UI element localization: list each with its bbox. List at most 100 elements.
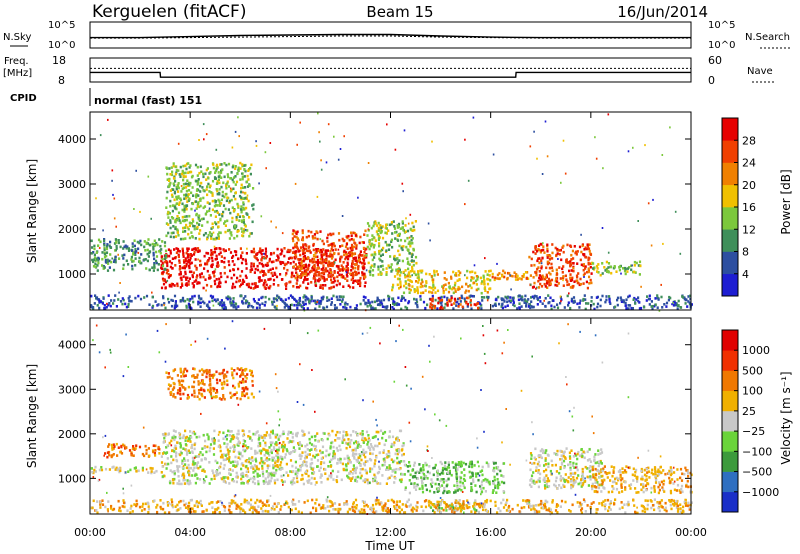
power-cell	[513, 304, 516, 308]
power-cell	[217, 237, 220, 240]
velocity-cell	[359, 454, 362, 458]
velocity-cell	[279, 456, 282, 460]
velocity-cell	[194, 376, 197, 379]
velocity-cell	[369, 443, 373, 446]
power-cell	[628, 304, 632, 307]
power-cell	[450, 303, 453, 306]
power-speck	[194, 209, 196, 212]
power-cell	[199, 199, 202, 202]
power-cell	[540, 249, 543, 252]
power-cell	[568, 269, 571, 273]
velocity-cell	[285, 471, 288, 474]
velocity-cell	[237, 429, 240, 433]
velocity-cell	[339, 448, 342, 452]
velocity-cell	[254, 433, 257, 436]
power-speck	[312, 244, 315, 247]
power-cell	[314, 299, 317, 303]
velocity-cell	[326, 437, 329, 441]
power-cell	[227, 162, 231, 166]
power-cell	[491, 272, 494, 276]
velocity-cell	[374, 435, 377, 438]
velocity-cell	[207, 435, 210, 439]
power-cell	[285, 287, 288, 290]
power-cell	[228, 263, 231, 267]
power-cell	[188, 266, 191, 270]
power-cell	[395, 303, 399, 307]
power-cell	[416, 291, 420, 295]
y-tick-label: 4000	[58, 133, 86, 146]
velocity-cell	[348, 472, 351, 475]
power-cell	[603, 266, 606, 269]
velocity-cell	[246, 481, 250, 485]
power-cell	[370, 242, 373, 246]
power-cell	[466, 276, 469, 280]
velocity-cell	[351, 472, 354, 475]
power-cell	[369, 244, 372, 248]
power-cell	[463, 297, 466, 301]
velocity-cell	[158, 452, 161, 455]
velocity-cell	[274, 436, 277, 439]
velocity-cell	[189, 430, 192, 433]
power-cell	[393, 254, 396, 258]
power-speck	[620, 272, 622, 275]
velocity-cell	[210, 396, 214, 400]
velocity-cell	[229, 446, 232, 450]
power-cell	[522, 273, 525, 276]
velocity-cell	[187, 385, 190, 389]
power-cell	[647, 297, 650, 301]
power-cell	[369, 266, 372, 269]
velocity-cell	[201, 382, 204, 385]
power-speck	[669, 126, 671, 129]
velocity-cell	[300, 464, 303, 467]
velocity-cell	[347, 443, 350, 446]
power-speck	[255, 144, 258, 147]
power-cell	[317, 271, 320, 274]
power-cell	[533, 281, 536, 285]
power-cell	[220, 169, 223, 173]
power-cell	[264, 256, 268, 260]
velocity-cell	[252, 476, 255, 480]
power-cell	[379, 224, 382, 227]
velocity-cell	[363, 463, 366, 467]
power-cell	[185, 215, 188, 218]
power-cell	[125, 247, 128, 250]
power-cell	[376, 296, 379, 300]
power-cell	[444, 302, 447, 306]
power-cell	[482, 274, 485, 278]
power-speck	[294, 182, 297, 185]
power-cell	[412, 225, 415, 229]
power-cell	[184, 257, 187, 260]
velocity-cell	[174, 445, 177, 448]
velocity-cell	[276, 451, 279, 454]
power-cell	[229, 177, 232, 180]
power-cell	[219, 281, 222, 285]
power-cell	[589, 262, 592, 265]
power-cell	[393, 227, 397, 230]
power-cell	[218, 204, 222, 207]
power-cell	[208, 257, 211, 260]
velocity-cell	[179, 445, 182, 449]
power-cell	[237, 267, 240, 271]
power-cell	[214, 171, 217, 174]
velocity-cell	[271, 441, 274, 444]
power-cell	[512, 299, 515, 302]
velocity-cell	[193, 443, 196, 447]
velocity-cell	[255, 459, 258, 463]
power-cell	[580, 250, 583, 254]
power-cell	[409, 242, 412, 245]
power-cell	[146, 248, 149, 252]
power-cell	[279, 253, 282, 256]
power-cell	[206, 167, 209, 170]
velocity-cell	[355, 480, 359, 483]
power-cell	[213, 279, 216, 283]
power-cell	[380, 272, 383, 275]
velocity-cell	[402, 442, 405, 445]
power-cell	[305, 271, 308, 274]
velocity-cell	[197, 455, 200, 458]
power-cell	[536, 249, 539, 253]
velocity-cell	[181, 466, 184, 469]
velocity-cell	[362, 448, 365, 452]
power-cell	[167, 231, 170, 235]
power-cell	[327, 254, 330, 258]
power-cell	[265, 255, 268, 258]
